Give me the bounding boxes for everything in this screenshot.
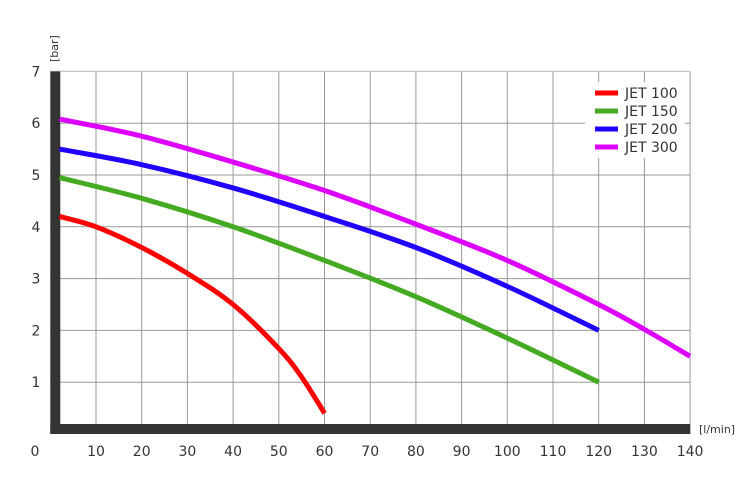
- x-tick-label: 20: [133, 444, 151, 460]
- x-tick-label: 140: [677, 444, 704, 460]
- x-tick-label: 40: [224, 444, 242, 460]
- x-tick-label: 110: [540, 444, 567, 460]
- series-lines: [58, 116, 692, 415]
- legend-label: JET 100: [624, 86, 678, 102]
- tick-labels: 0 10 20 30 40 50 60 70 80 90 100 110 120 130 140 1 2 3 4 5 6…: [31, 64, 704, 460]
- x-axis-label: [l/min]: [699, 423, 735, 436]
- x-tick-label: 100: [494, 444, 521, 460]
- x-tick-label: 70: [361, 444, 379, 460]
- legend: JET 100 JET 150 JET 200 JET 300: [585, 82, 685, 158]
- y-tick-label: 1: [32, 375, 41, 391]
- y-tick-label: 5: [32, 168, 41, 184]
- legend-label: JET 200: [624, 122, 678, 138]
- y-tick-label: 7: [32, 64, 41, 80]
- y-tick-label: 2: [32, 323, 41, 339]
- y-tick-label: 4: [32, 220, 41, 236]
- x-tick-label: 80: [407, 444, 425, 460]
- y-axis-bar: [50, 71, 61, 435]
- x-tick-label: 90: [453, 444, 471, 460]
- axes: [50, 71, 691, 435]
- y-tick-label: 3: [32, 272, 41, 288]
- y-tick-label: 6: [32, 116, 41, 132]
- y-axis-label: [bar]: [48, 35, 61, 62]
- x-tick-label: 0: [31, 444, 40, 460]
- x-tick-label: 120: [585, 444, 612, 460]
- legend-label: JET 150: [624, 104, 678, 120]
- x-tick-label: 30: [178, 444, 196, 460]
- x-tick-label: 60: [316, 444, 334, 460]
- x-tick-label: 130: [631, 444, 658, 460]
- legend-label: JET 300: [624, 140, 678, 156]
- series-line-jet-100: [58, 214, 327, 415]
- x-tick-label: 50: [270, 444, 288, 460]
- x-axis-bar: [50, 424, 691, 434]
- series-line-jet-200: [58, 146, 600, 333]
- series-line-jet-300: [58, 116, 692, 359]
- series-line-jet-150: [58, 175, 600, 385]
- x-tick-label: 10: [87, 444, 105, 460]
